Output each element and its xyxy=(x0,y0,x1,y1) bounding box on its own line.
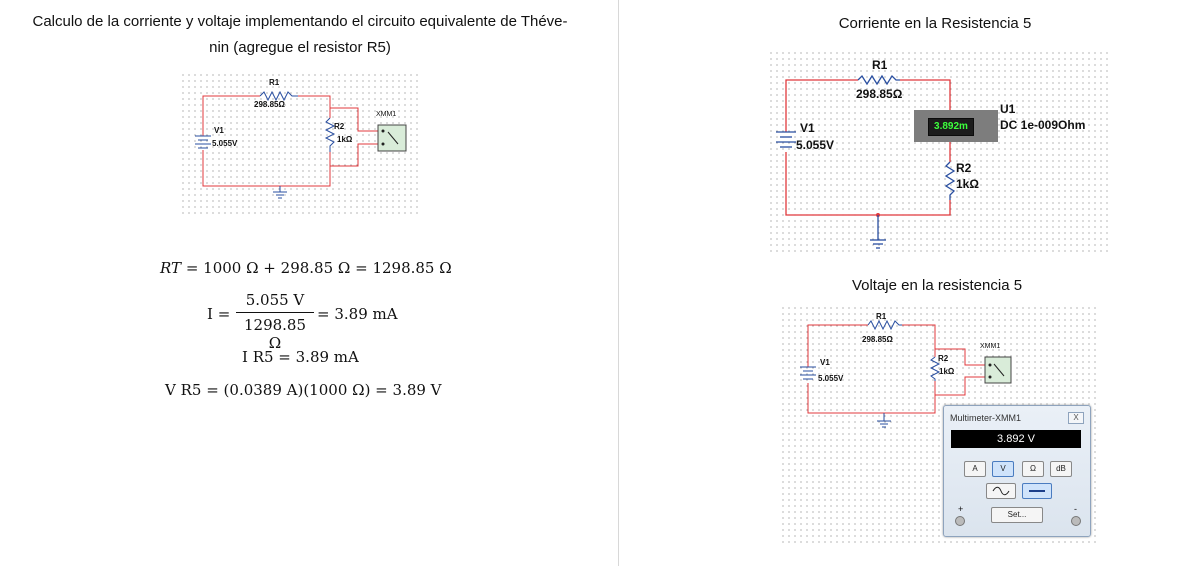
current-r1-value: 298.85Ω xyxy=(856,87,903,101)
current-circuit: R1 298.85Ω V1 5.055V U1 DC 1e-009Ohm R2 … xyxy=(768,50,1108,255)
left-r1-value: 298.85Ω xyxy=(254,100,285,109)
left-xmm-name: XMM1 xyxy=(376,111,397,118)
left-title-line1: Calculo de la corriente y voltaje implem… xyxy=(32,13,568,30)
plus-terminal-label: + xyxy=(958,504,964,514)
eq-rt-rhs: = 1000 Ω + 298.85 Ω = 1298.85 Ω xyxy=(185,259,452,277)
current-circuit-drawing xyxy=(776,74,956,249)
current-u1-mode: DC 1e-009Ohm xyxy=(1000,118,1086,132)
ohmmeter-mode-button[interactable]: Ω xyxy=(1022,461,1044,477)
voltage-r2-value: 1kΩ xyxy=(939,367,955,376)
eq-vr5: V R5 = (0.0389 A)(1000 Ω) = 3.89 V xyxy=(165,381,442,399)
voltage-r1-value: 298.85Ω xyxy=(862,335,893,344)
current-r2-value: 1kΩ xyxy=(956,177,979,191)
plus-terminal[interactable] xyxy=(955,516,965,526)
eq-i-numerator: 5.055 V xyxy=(245,291,305,309)
current-v1-value: 5.055V xyxy=(796,138,835,152)
left-title-line2: nin (agregue el resistor R5) xyxy=(209,39,391,56)
ac-mode-button[interactable] xyxy=(986,483,1016,499)
eq-rt-lhs: RT xyxy=(160,259,182,277)
left-v1-value: 5.055V xyxy=(212,139,238,148)
eq-i-rhs: = 3.89 mA xyxy=(317,305,398,323)
close-icon[interactable]: X xyxy=(1068,412,1084,424)
ac-wave-icon xyxy=(992,486,1010,496)
voltage-v1-name: V1 xyxy=(820,358,830,367)
eq-i-lhs: I = xyxy=(207,305,231,323)
voltage-v1-value: 5.055V xyxy=(818,374,844,383)
thevenin-circuit-left-drawing xyxy=(195,90,407,199)
left-r1-name: R1 xyxy=(269,78,280,87)
eq-i-denominator: 1298.85 Ω xyxy=(243,316,307,352)
page-divider xyxy=(618,0,619,566)
eq-ir5: I R5 = 3.89 mA xyxy=(242,348,359,366)
multimeter-window: Multimeter-XMM1 X 3.892 V A V Ω dB Set..… xyxy=(943,405,1091,537)
decibel-mode-button[interactable]: dB xyxy=(1050,461,1072,477)
title-voltage: Voltaje en la resistencia 5 xyxy=(851,277,1023,294)
voltage-xmm-name: XMM1 xyxy=(980,343,1001,350)
left-v1-name: V1 xyxy=(214,126,224,135)
current-u1-name: U1 xyxy=(1000,102,1016,116)
minus-terminal[interactable] xyxy=(1071,516,1081,526)
eq-i-fraction-bar xyxy=(236,312,314,313)
left-r2-value: 1kΩ xyxy=(337,135,353,144)
title-current: Corriente en la Resistencia 5 xyxy=(838,15,1032,32)
current-v1-name: V1 xyxy=(800,121,815,135)
left-r2-name: R2 xyxy=(334,122,345,131)
eq-rt: RT = 1000 Ω + 298.85 Ω = 1298.85 Ω xyxy=(160,259,452,277)
current-r2-name: R2 xyxy=(956,161,972,175)
ammeter-reading: 3.892m xyxy=(928,118,974,136)
dc-mode-button[interactable] xyxy=(1022,483,1052,499)
voltmeter-mode-button[interactable]: V xyxy=(992,461,1014,477)
set-button[interactable]: Set... xyxy=(991,507,1043,523)
ammeter-u1: 3.892m xyxy=(914,110,998,142)
thevenin-circuit-left: R1 298.85Ω R2 1kΩ V1 5.055V XMM1 xyxy=(180,72,420,215)
voltage-r2-name: R2 xyxy=(938,354,949,363)
minus-terminal-label: - xyxy=(1074,504,1077,514)
voltage-circuit-drawing xyxy=(800,319,1012,428)
voltage-r1-name: R1 xyxy=(876,312,887,321)
ammeter-mode-button[interactable]: A xyxy=(964,461,986,477)
dc-line-icon xyxy=(1029,490,1045,492)
current-r1-name: R1 xyxy=(872,58,888,72)
multimeter-reading: 3.892 V xyxy=(951,430,1081,448)
multimeter-title: Multimeter-XMM1 xyxy=(950,413,1022,423)
